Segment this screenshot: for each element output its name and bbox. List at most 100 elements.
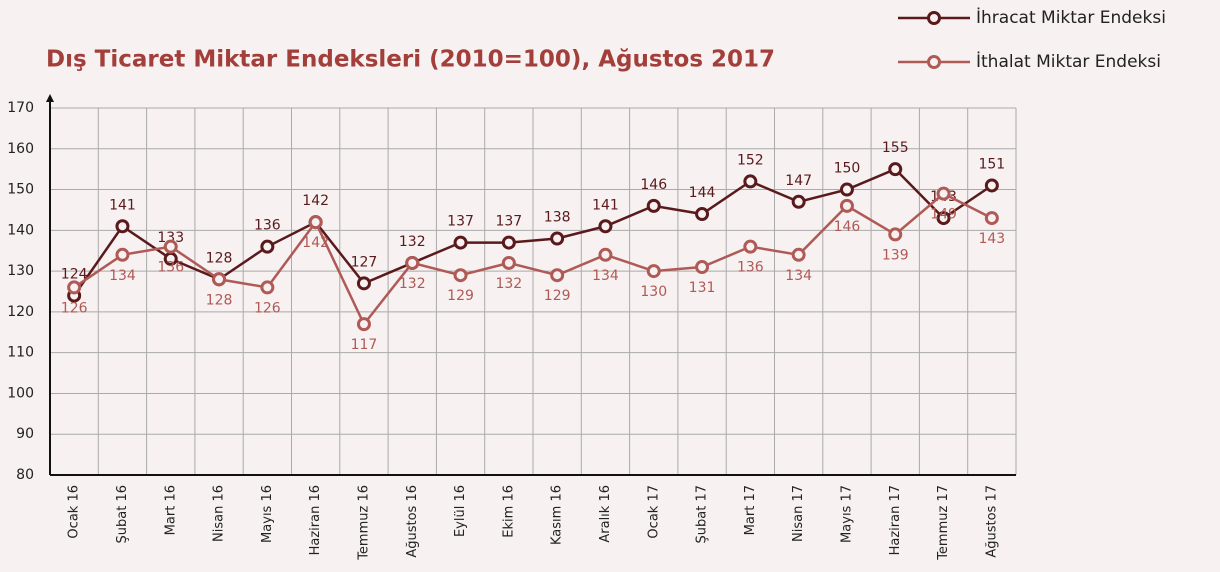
y-tick-label: 130 [7,263,34,279]
y-tick-label: 100 [7,385,34,401]
data-point [356,276,371,291]
data-label: 139 [882,247,909,263]
data-label: 138 [544,209,571,225]
y-tick-label: 90 [16,426,34,442]
data-label: 129 [447,288,474,304]
data-label: 126 [254,300,281,316]
data-point [260,239,275,254]
data-point [501,255,516,270]
data-label: 130 [640,284,667,300]
data-label: 155 [882,140,909,156]
data-point [550,268,565,283]
x-tick-label: Temmuz 17 [936,485,951,561]
x-tick-label: Şubat 17 [695,485,710,543]
data-point [646,264,661,279]
x-tick-label: Mart 16 [163,485,178,535]
data-point [743,174,758,189]
y-tick-label: 170 [7,100,34,116]
data-point [212,272,227,287]
x-tick-label: Mayıs 17 [839,485,854,543]
data-point [791,247,806,262]
data-point [356,317,371,332]
data-label: 128 [206,292,233,308]
data-label: 124 [61,267,88,283]
data-point [791,194,806,209]
data-label: 142 [302,235,329,251]
data-label: 146 [834,219,861,235]
data-point [453,235,468,250]
data-label: 149 [930,207,957,223]
data-label: 137 [447,214,474,230]
data-point [646,198,661,213]
data-label: 152 [737,152,764,168]
data-label: 126 [61,300,88,316]
data-point [936,186,951,201]
y-tick-label: 150 [7,182,34,198]
data-label: 144 [689,185,716,201]
legend-marker [927,11,941,25]
data-label: 137 [495,214,522,230]
data-label: 141 [109,197,136,213]
legend-label: İhracat Miktar Endeksi [976,7,1166,28]
data-label: 136 [737,260,764,276]
data-point [405,255,420,270]
data-label: 128 [206,250,233,266]
data-label: 150 [834,161,861,177]
y-tick-label: 80 [16,467,34,483]
x-tick-label: Mart 17 [743,485,758,535]
data-point [598,247,613,262]
data-label: 136 [254,218,281,234]
y-tick-label: 140 [7,222,34,238]
data-label: 132 [495,276,522,292]
x-tick-label: Haziran 17 [888,485,903,555]
data-label: 132 [399,234,426,250]
data-label: 142 [302,193,329,209]
x-tick-label: Nisan 16 [212,485,227,542]
data-label: 134 [109,268,136,284]
data-label: 134 [592,268,619,284]
data-label: 133 [157,230,184,246]
x-tick-label: Haziran 16 [308,485,323,555]
data-label: 147 [785,173,812,189]
x-tick-label: Şubat 16 [115,485,130,543]
data-point [550,231,565,246]
data-point [308,215,323,230]
series-line [73,192,993,327]
data-point [598,219,613,234]
y-tick-label: 160 [7,141,34,157]
data-label: 134 [785,268,812,284]
data-point [67,280,82,295]
data-label: 146 [640,177,667,193]
data-point [501,235,516,250]
x-tick-label: Kasım 16 [550,485,565,545]
data-label: 141 [592,197,619,213]
data-point [743,239,758,254]
data-point [453,268,468,283]
x-tick-label: Ocak 17 [646,485,661,539]
x-tick-label: Ekim 16 [501,485,516,538]
legend-marker [927,55,941,69]
data-label: 127 [351,254,378,270]
data-label: 117 [351,337,378,353]
data-label: 129 [544,288,571,304]
data-label: 131 [689,280,716,296]
data-point [888,227,903,242]
y-tick-label: 110 [7,345,34,361]
data-point [163,239,178,254]
data-point [695,260,710,275]
x-tick-label: Ağustos 17 [984,485,999,558]
x-tick-label: Temmuz 16 [356,485,371,561]
data-point [115,247,130,262]
data-point [888,162,903,177]
data-point [984,211,999,226]
data-point [984,178,999,193]
x-tick-label: Aralık 16 [598,485,613,543]
data-point [839,182,854,197]
data-label: 136 [157,260,184,276]
x-tick-label: Ocak 16 [67,485,82,539]
legend-label: İthalat Miktar Endeksi [976,51,1161,72]
data-point [260,280,275,295]
x-tick-label: Ağustos 16 [405,485,420,558]
x-tick-label: Nisan 17 [791,485,806,542]
